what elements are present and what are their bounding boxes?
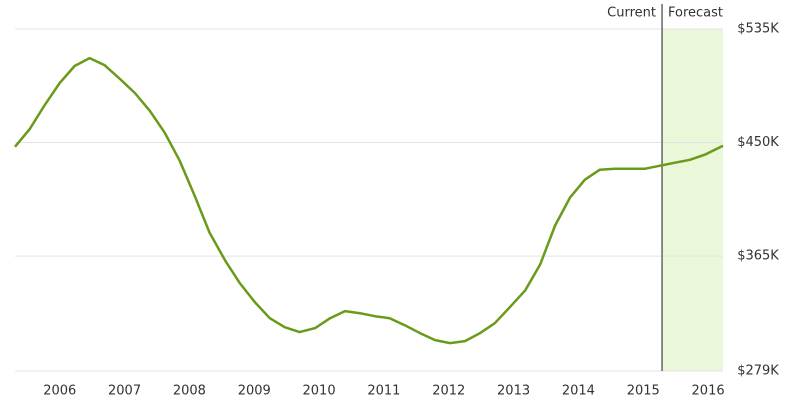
x-tick-label: 2016 [692,384,725,399]
x-tick-label: 2012 [432,384,465,399]
x-tick-label: 2014 [562,384,595,399]
x-tick-label: 2013 [497,384,530,399]
x-tick-label: 2006 [43,384,76,399]
x-tick-label: 2009 [238,384,271,399]
forecast-region [662,29,723,371]
price-line [14,56,724,345]
y-tick-label: $535K [737,22,779,37]
x-tick-label: 2007 [108,384,141,399]
y-tick-label: $279K [737,364,779,379]
x-tick-label: 2010 [303,384,336,399]
forecast-label: Forecast [668,6,723,21]
x-tick-label: 2015 [627,384,660,399]
x-tick-label: 2008 [173,384,206,399]
x-tick-label: 2011 [367,384,400,399]
y-tick-label: $365K [737,249,779,264]
current-label: Current [607,6,656,21]
y-tick-label: $450K [737,135,779,150]
